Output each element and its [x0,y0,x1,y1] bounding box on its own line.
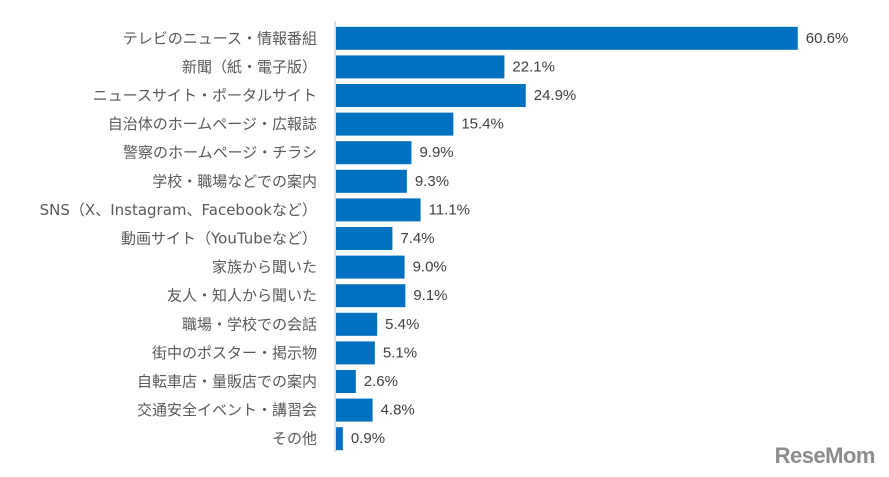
bar [336,398,373,422]
value-label: 7.4% [400,230,434,247]
bar [336,341,375,365]
value-label: 9.9% [419,144,453,161]
bar [336,169,407,193]
category-label: 新聞（紙・電子版） [182,58,317,76]
value-label: 60.6% [806,30,849,47]
bar [336,427,343,451]
value-label: 22.1% [512,58,555,75]
value-labels-group: 60.6% 22.1% 24.9% 15.4% 9.9% 9.3% 11.1% 7.4% 9.0… [351,30,848,447]
value-label: 4.8% [381,402,415,419]
logo-text: ReseMom [774,443,876,468]
value-label: 2.6% [364,373,398,390]
bar [336,227,393,250]
category-label: ニュースサイト・ポータルサイト [93,87,317,105]
category-label: SNS（X、Instagram、Facebookなど） [40,201,317,219]
category-label: 友人・知人から聞いた [167,287,317,305]
category-label: 動画サイト（YouTubeなど） [121,230,317,248]
value-label: 11.1% [429,201,470,218]
category-label: 家族から聞いた [212,258,317,276]
value-label: 9.1% [413,287,447,304]
bar [336,312,378,336]
category-label: 警察のホームページ・チラシ [123,144,317,162]
bar [336,370,356,393]
bar [336,198,421,222]
category-label: 職場・学校での会話 [182,315,317,333]
category-label: 交通安全イベント・講習会 [137,401,317,419]
bar [336,84,526,107]
resemom-logo: ReseMom [774,443,876,469]
value-label: 15.4% [461,116,504,133]
bar [336,26,798,50]
bars-group [336,26,798,451]
value-label: 5.1% [383,344,417,361]
value-label: 9.0% [413,259,447,276]
bar [336,255,405,279]
category-label: 街中のポスター・掲示物 [152,344,317,362]
category-label: テレビのニュース・情報番組 [123,29,317,47]
value-label: 9.3% [415,173,449,190]
bar [336,55,505,79]
value-label: 0.9% [351,430,385,447]
category-label: 自治体のホームページ・広報誌 [108,115,317,133]
category-label: 自転車店・量販店での案内 [137,373,317,391]
category-label: 学校・職場などでの案内 [152,172,317,190]
value-label: 24.9% [534,87,577,104]
bar [336,284,406,308]
bar [336,112,454,136]
value-label: 5.4% [385,316,419,333]
category-label: その他 [272,430,317,448]
bar [336,141,412,165]
